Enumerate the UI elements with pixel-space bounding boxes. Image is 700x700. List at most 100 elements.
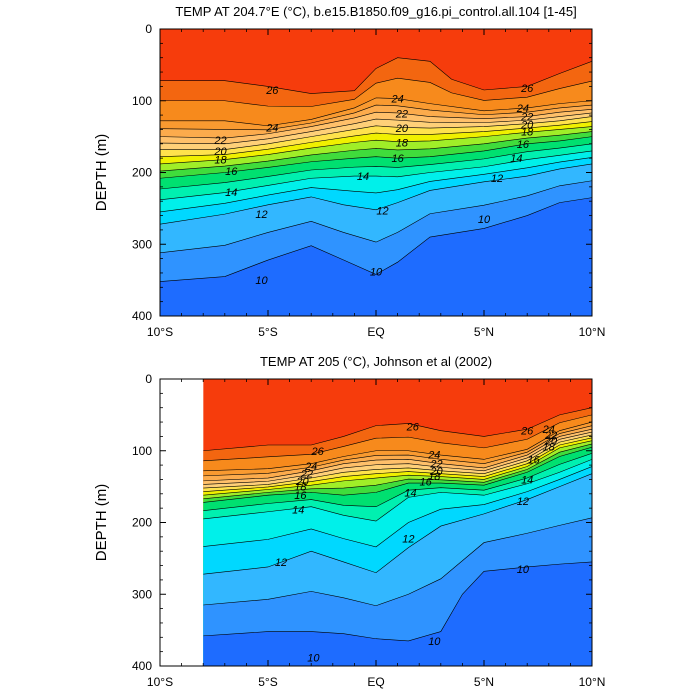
y-tick-label: 200 bbox=[132, 516, 152, 530]
contour-label: 24 bbox=[542, 424, 555, 436]
contour-label: 12 bbox=[491, 173, 503, 185]
contour-label: 18 bbox=[428, 471, 441, 483]
isotherm-21 bbox=[203, 431, 592, 485]
isotherm-13 bbox=[203, 466, 592, 548]
contour-label: 18 bbox=[294, 482, 307, 494]
contour-label: 22 bbox=[544, 430, 557, 442]
contour-label: 24 bbox=[427, 449, 440, 461]
isotherm-25 bbox=[160, 77, 592, 107]
contour-label: 20 bbox=[213, 146, 227, 158]
x-tick-label: 10°N bbox=[579, 325, 606, 339]
temperature-field bbox=[203, 379, 592, 666]
panel-observations: TEMP AT 205 (°C), Johnson et al (2002) 2… bbox=[93, 354, 605, 689]
y-tick-label: 200 bbox=[132, 166, 152, 180]
isotherm-19 bbox=[203, 437, 592, 492]
isotherm-14 bbox=[160, 150, 592, 201]
isotherm-11 bbox=[203, 517, 592, 607]
isotherm-22 bbox=[203, 428, 592, 482]
contour-label: 20 bbox=[395, 123, 409, 135]
contour-label: 22 bbox=[429, 459, 442, 471]
panel-model: TEMP AT 204.7°E (°C), b.e15.B1850.f09_g1… bbox=[93, 4, 605, 339]
x-tick-label: 10°S bbox=[147, 675, 173, 689]
contour-label: 16 bbox=[294, 490, 307, 502]
contour-label: 10 bbox=[428, 636, 441, 648]
isotherm-15 bbox=[203, 452, 592, 511]
isotherm-18 bbox=[160, 126, 592, 165]
isotherm-20 bbox=[203, 434, 592, 489]
x-tick-label: 5°S bbox=[258, 675, 277, 689]
contour-label: 14 bbox=[292, 505, 304, 517]
isotherm-26 bbox=[203, 407, 592, 452]
contour-label: 16 bbox=[225, 166, 238, 178]
isotherm-10 bbox=[203, 561, 592, 642]
chart-title-observations: TEMP AT 205 (°C), Johnson et al (2002) bbox=[260, 354, 492, 369]
isotherm-24 bbox=[203, 421, 592, 472]
y-axis-label: DEPTH (m) bbox=[93, 134, 110, 212]
isotherm-16 bbox=[160, 136, 592, 179]
contour-label: 10 bbox=[255, 275, 268, 287]
contour-label: 20 bbox=[520, 119, 534, 131]
contour-label: 24 bbox=[304, 461, 317, 473]
contour-label: 16 bbox=[517, 139, 530, 151]
y-tick-label: 400 bbox=[132, 659, 152, 673]
isotherm-18 bbox=[203, 440, 592, 496]
contour-label: 26 bbox=[265, 85, 279, 97]
x-tick-label: 5°S bbox=[258, 325, 277, 339]
contour-label: 14 bbox=[357, 171, 369, 183]
chart-title-model: TEMP AT 204.7°E (°C), b.e15.B1850.f09_g1… bbox=[175, 4, 576, 19]
contour-label: 12 bbox=[255, 209, 267, 221]
y-tick-label: 100 bbox=[132, 444, 152, 458]
contour-label: 18 bbox=[214, 155, 227, 167]
isotherm-12 bbox=[203, 473, 592, 575]
x-tick-label: EQ bbox=[367, 675, 384, 689]
contour-label: 14 bbox=[404, 487, 416, 499]
y-tick-label: 400 bbox=[132, 309, 152, 323]
isotherm-22 bbox=[160, 109, 592, 139]
isotherm-16 bbox=[203, 446, 592, 503]
x-tick-label: 5°N bbox=[474, 325, 494, 339]
contour-label: 12 bbox=[517, 496, 529, 508]
isotherm-26 bbox=[160, 57, 592, 94]
isotherm-20 bbox=[160, 116, 592, 150]
contour-label: 18 bbox=[543, 441, 556, 453]
isotherm-10 bbox=[160, 197, 592, 282]
contour-label: 12 bbox=[275, 557, 287, 569]
contour-label: 24 bbox=[265, 122, 278, 134]
contour-label: 10 bbox=[370, 267, 383, 279]
contour-label: 24 bbox=[390, 94, 403, 106]
contour-label: 16 bbox=[420, 477, 433, 489]
isotherm-lines bbox=[203, 407, 592, 642]
isotherm-23 bbox=[203, 425, 592, 477]
contour-label: 26 bbox=[311, 446, 325, 458]
contour-label: 10 bbox=[517, 564, 530, 576]
contour-label: 26 bbox=[406, 421, 420, 433]
contour-label: 22 bbox=[395, 109, 408, 121]
band-10 bbox=[160, 197, 592, 316]
contour-label: 14 bbox=[510, 153, 522, 165]
isotherm-23 bbox=[160, 104, 592, 131]
x-tick-label: 10°S bbox=[147, 325, 173, 339]
contour-label: 20 bbox=[544, 436, 558, 448]
contour-label: 12 bbox=[376, 206, 388, 218]
contour-label: 20 bbox=[295, 476, 309, 488]
contour-label: 22 bbox=[300, 469, 313, 481]
y-tick-label: 100 bbox=[132, 94, 152, 108]
y-tick-label: 0 bbox=[145, 372, 152, 386]
contour-label: 26 bbox=[520, 426, 534, 438]
band-10 bbox=[203, 561, 592, 666]
isotherm-25 bbox=[203, 414, 592, 462]
isotherm-14 bbox=[203, 459, 592, 522]
isotherm-12 bbox=[160, 163, 592, 225]
contour-label: 18 bbox=[521, 127, 534, 139]
x-tick-label: 5°N bbox=[474, 675, 494, 689]
y-axis-label: DEPTH (m) bbox=[93, 484, 110, 562]
isotherm-17 bbox=[203, 443, 592, 500]
x-tick-label: 10°N bbox=[579, 675, 606, 689]
contour-label: 16 bbox=[391, 153, 404, 165]
y-tick-label: 0 bbox=[145, 22, 152, 36]
y-tick-label: 300 bbox=[132, 237, 152, 251]
contour-label: 26 bbox=[520, 83, 534, 95]
contour-label: 14 bbox=[225, 187, 237, 199]
isotherm-21 bbox=[160, 112, 592, 145]
